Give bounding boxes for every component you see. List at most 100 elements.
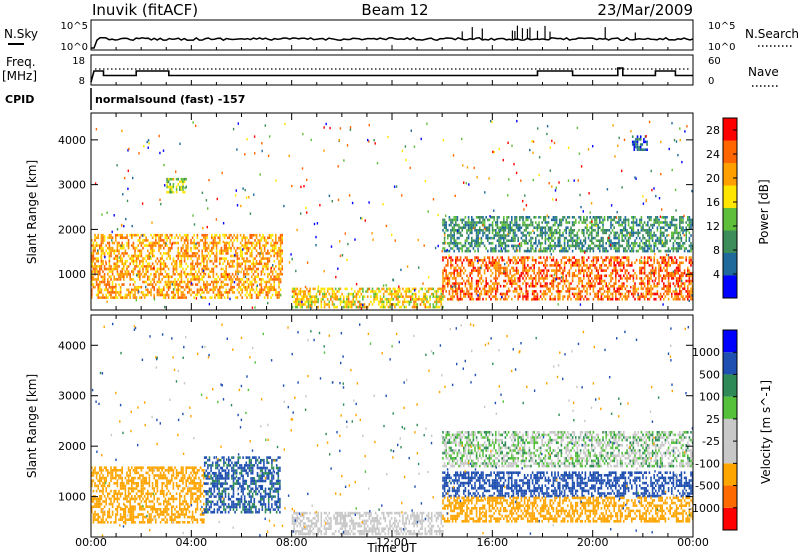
- echo-cell: [115, 239, 117, 242]
- echo-cell: [639, 221, 641, 224]
- echo-cell: [279, 246, 282, 250]
- echo-cell: [190, 249, 192, 253]
- echo-cell: [599, 264, 601, 267]
- echo-cell: [674, 271, 676, 275]
- echo-cell: [631, 216, 633, 219]
- echo-cell: [621, 269, 623, 272]
- echo-cell: [680, 261, 683, 265]
- echo-cell: [578, 264, 580, 267]
- echo-cell: [200, 295, 202, 299]
- echo-cell: [471, 218, 473, 222]
- echo-cell: [270, 254, 272, 258]
- echo-cell: [666, 249, 668, 253]
- echo-cell: [158, 241, 160, 245]
- echo-cell: [647, 229, 649, 232]
- echo-cell: [451, 277, 454, 280]
- echo-cell: [559, 295, 561, 298]
- echo-cell: [653, 297, 655, 301]
- echo-cell: [597, 295, 599, 298]
- echo-cell: [362, 305, 364, 309]
- echo-cell: [650, 284, 652, 288]
- echo-cell: [323, 305, 326, 309]
- echo-cell: [520, 236, 523, 240]
- echo-cell: [275, 293, 277, 297]
- echo-cell: [474, 258, 476, 262]
- echo-cell: [515, 269, 518, 272]
- echo-cell: [267, 280, 269, 284]
- echo-cell: [255, 241, 258, 245]
- echo-cell: [648, 236, 651, 240]
- echo-cell: [394, 303, 396, 306]
- echo-cell: [683, 287, 686, 291]
- echo-cell: [616, 297, 619, 301]
- echo-cell: [661, 279, 663, 283]
- echo-cell: [477, 266, 479, 270]
- echo-cell: [632, 244, 635, 248]
- echo-cell: [252, 262, 255, 266]
- echo-cell: [91, 254, 93, 258]
- echo-cell: [531, 282, 534, 285]
- echo-cell: [440, 287, 443, 291]
- echo-cell: [624, 216, 627, 219]
- echo-cell: [645, 249, 647, 253]
- echo-cell: [450, 258, 452, 262]
- echo-cell: [227, 262, 229, 266]
- echo-cell: [629, 249, 631, 253]
- echo-cell: [583, 287, 585, 291]
- echo-cell: [113, 265, 115, 268]
- echo-cell: [547, 247, 550, 250]
- echo-cell: [257, 241, 259, 245]
- echo-cell: [552, 284, 555, 288]
- echo-cell: [541, 284, 543, 288]
- echo-cell: [142, 267, 144, 271]
- echo-cell: [539, 284, 542, 288]
- echo-cell: [591, 284, 593, 288]
- echo-cell: [172, 280, 175, 284]
- echo-cell: [647, 249, 649, 253]
- echo-cell: [447, 234, 449, 237]
- echo-cell: [647, 247, 649, 250]
- echo-cell: [490, 242, 492, 245]
- echo-cell: [156, 257, 159, 260]
- echo-cell: [627, 295, 630, 298]
- echo-cell: [392, 292, 395, 296]
- echo-cell: [457, 298, 460, 302]
- echo-cell: [541, 231, 543, 235]
- echo-cell: [467, 223, 470, 227]
- echo-cell: [522, 256, 524, 259]
- echo-cell: [584, 218, 587, 222]
- echo-cell: [504, 247, 507, 250]
- echo-cell: [531, 264, 534, 267]
- echo-cell: [504, 234, 507, 237]
- echo-cell: [467, 290, 470, 293]
- echo-cell: [442, 292, 444, 296]
- echo-cell: [480, 290, 483, 293]
- echo-cell: [607, 290, 609, 293]
- echo-cell: [301, 303, 303, 306]
- echo-cell: [498, 244, 500, 248]
- echo-cell: [493, 277, 495, 280]
- echo-cell: [640, 266, 643, 270]
- echo-cell: [212, 272, 215, 276]
- echo-cell: [102, 233, 104, 237]
- echo-cell: [175, 177, 178, 181]
- echo-cell: [525, 287, 527, 291]
- echo-cell: [440, 303, 443, 306]
- echo-cell: [362, 290, 364, 293]
- echo-cell: [655, 216, 657, 219]
- echo-cell: [616, 236, 619, 240]
- echo-cell: [559, 297, 561, 301]
- echo-cell: [523, 279, 526, 283]
- echo-cell: [317, 305, 319, 309]
- echo-cell: [535, 274, 537, 278]
- echo-cell: [667, 226, 670, 229]
- echo-cell: [512, 256, 515, 259]
- echo-cell: [127, 244, 130, 247]
- echo-cell: [214, 280, 216, 284]
- echo-cell: [472, 239, 475, 242]
- echo-cell: [525, 295, 527, 298]
- echo-cell: [687, 271, 689, 275]
- echo-cell: [397, 290, 399, 293]
- echo-cell: [653, 258, 655, 262]
- echo-cell: [551, 236, 553, 240]
